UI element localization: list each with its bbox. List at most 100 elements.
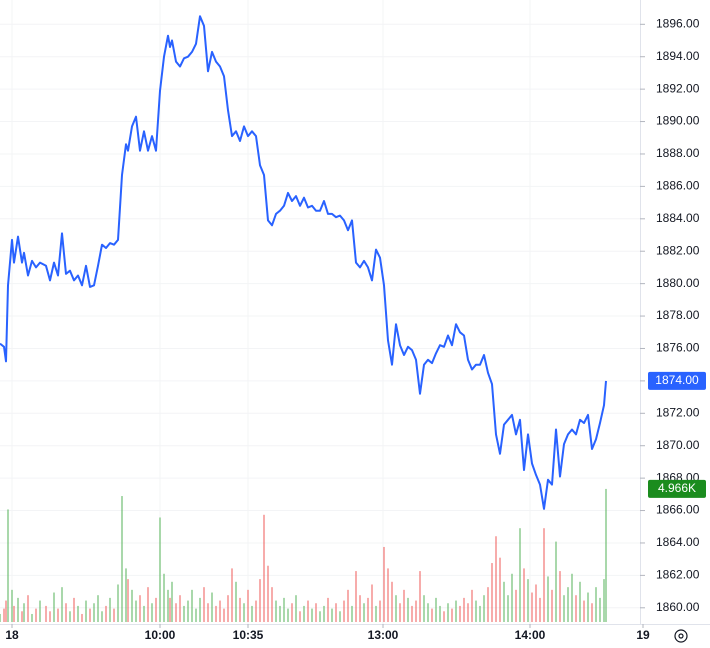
volume-bar <box>451 608 453 622</box>
y-tick-label: 1884.00 <box>656 211 700 225</box>
volume-bar <box>363 603 365 622</box>
y-tick-label: 1888.00 <box>656 146 700 160</box>
volume-bar <box>7 509 9 622</box>
volume-bar <box>61 587 63 622</box>
volume-bar <box>567 587 569 622</box>
price-line <box>0 15 607 510</box>
volume-bar <box>195 608 197 622</box>
settings-icon[interactable] <box>674 629 688 643</box>
volume-bar <box>555 541 557 622</box>
volume-bar <box>65 603 67 622</box>
y-tick-label: 1866.00 <box>656 503 700 517</box>
volume-bar <box>343 600 345 622</box>
volume-bar <box>605 488 607 622</box>
last-volume-label: 4.966K <box>658 481 696 495</box>
volume-bar <box>127 579 129 622</box>
volume-bar <box>519 528 521 622</box>
volume-bar <box>311 608 313 622</box>
volume-bar <box>491 563 493 622</box>
volume-bar <box>331 608 333 622</box>
volume-bar <box>511 573 513 622</box>
volume-bar <box>507 595 509 622</box>
volume-bar <box>147 587 149 622</box>
volume-bar <box>499 557 501 622</box>
y-tick-label: 1894.00 <box>656 49 700 63</box>
volume-bar <box>93 603 95 622</box>
volume-bar <box>291 603 293 622</box>
y-tick-label: 1882.00 <box>656 243 700 257</box>
volume-bar <box>109 597 111 622</box>
volume-bar <box>203 587 205 622</box>
volume-bar <box>231 568 233 622</box>
volume-bar <box>73 597 75 622</box>
volume-bar <box>101 611 103 622</box>
volume-bar <box>77 605 79 622</box>
volume-bar <box>271 587 273 622</box>
volume-bar <box>463 597 465 622</box>
volume-bar <box>283 597 285 622</box>
volume-bar <box>603 579 605 622</box>
volume-bar <box>303 605 305 622</box>
y-tick-label: 1878.00 <box>656 308 700 322</box>
volume-bar <box>247 589 249 622</box>
volume-bar <box>523 568 525 622</box>
volume-bar <box>57 608 59 622</box>
volume-bar <box>455 600 457 622</box>
volume-bar <box>81 613 83 622</box>
volume-bar <box>215 605 217 622</box>
volume-bar <box>527 579 529 622</box>
volume-bar <box>387 568 389 622</box>
volume-bar <box>199 597 201 622</box>
volume-bar <box>443 611 445 622</box>
x-tick-label: 19 <box>636 628 650 642</box>
volume-bar <box>263 514 265 622</box>
volume-bar <box>13 605 15 622</box>
volume-bar <box>105 605 107 622</box>
volume-bar <box>255 600 257 622</box>
volume-bar <box>89 608 91 622</box>
volume-bar <box>475 600 477 622</box>
volume-bar <box>35 608 37 622</box>
volume-bar <box>327 597 329 622</box>
volume-bar <box>599 597 601 622</box>
volume-bar <box>295 595 297 622</box>
volume-bar <box>383 546 385 622</box>
volume-bar <box>571 573 573 622</box>
y-tick-label: 1864.00 <box>656 535 700 549</box>
volume-bar <box>275 600 277 622</box>
volume-bar <box>347 589 349 622</box>
volume-bar <box>121 496 123 622</box>
x-tick-label: 10:35 <box>233 628 264 642</box>
volume-bar <box>151 603 153 622</box>
volume-bar <box>11 589 13 622</box>
volume-bar <box>407 597 409 622</box>
volume-bar <box>467 603 469 622</box>
volume-bar <box>207 603 209 622</box>
last-price-label: 1874.00 <box>655 373 699 387</box>
volume-bar <box>21 611 23 622</box>
volume-bar <box>351 605 353 622</box>
volume-bar <box>439 605 441 622</box>
volume-bar <box>503 581 505 622</box>
volume-bar <box>167 589 169 622</box>
volume-bar <box>17 597 19 622</box>
volume-bar <box>23 603 25 622</box>
volume-bar <box>379 600 381 622</box>
volume-bar <box>27 595 29 622</box>
volume-bar <box>543 528 545 622</box>
volume-bar <box>583 600 585 622</box>
last-volume-box <box>648 479 706 498</box>
volume-bar <box>0 613 1 622</box>
volume-bar <box>179 595 181 622</box>
y-tick-label: 1862.00 <box>656 568 700 582</box>
volume-bar <box>587 592 589 622</box>
volume-bar <box>307 600 309 622</box>
volume-bar <box>31 613 33 622</box>
volume-bar <box>487 587 489 622</box>
volume-bar <box>423 595 425 622</box>
volume-bar <box>419 571 421 622</box>
volume-bar <box>591 603 593 622</box>
volume-bar <box>39 600 41 622</box>
volume-bar <box>559 571 561 622</box>
volume-bar <box>319 611 321 622</box>
